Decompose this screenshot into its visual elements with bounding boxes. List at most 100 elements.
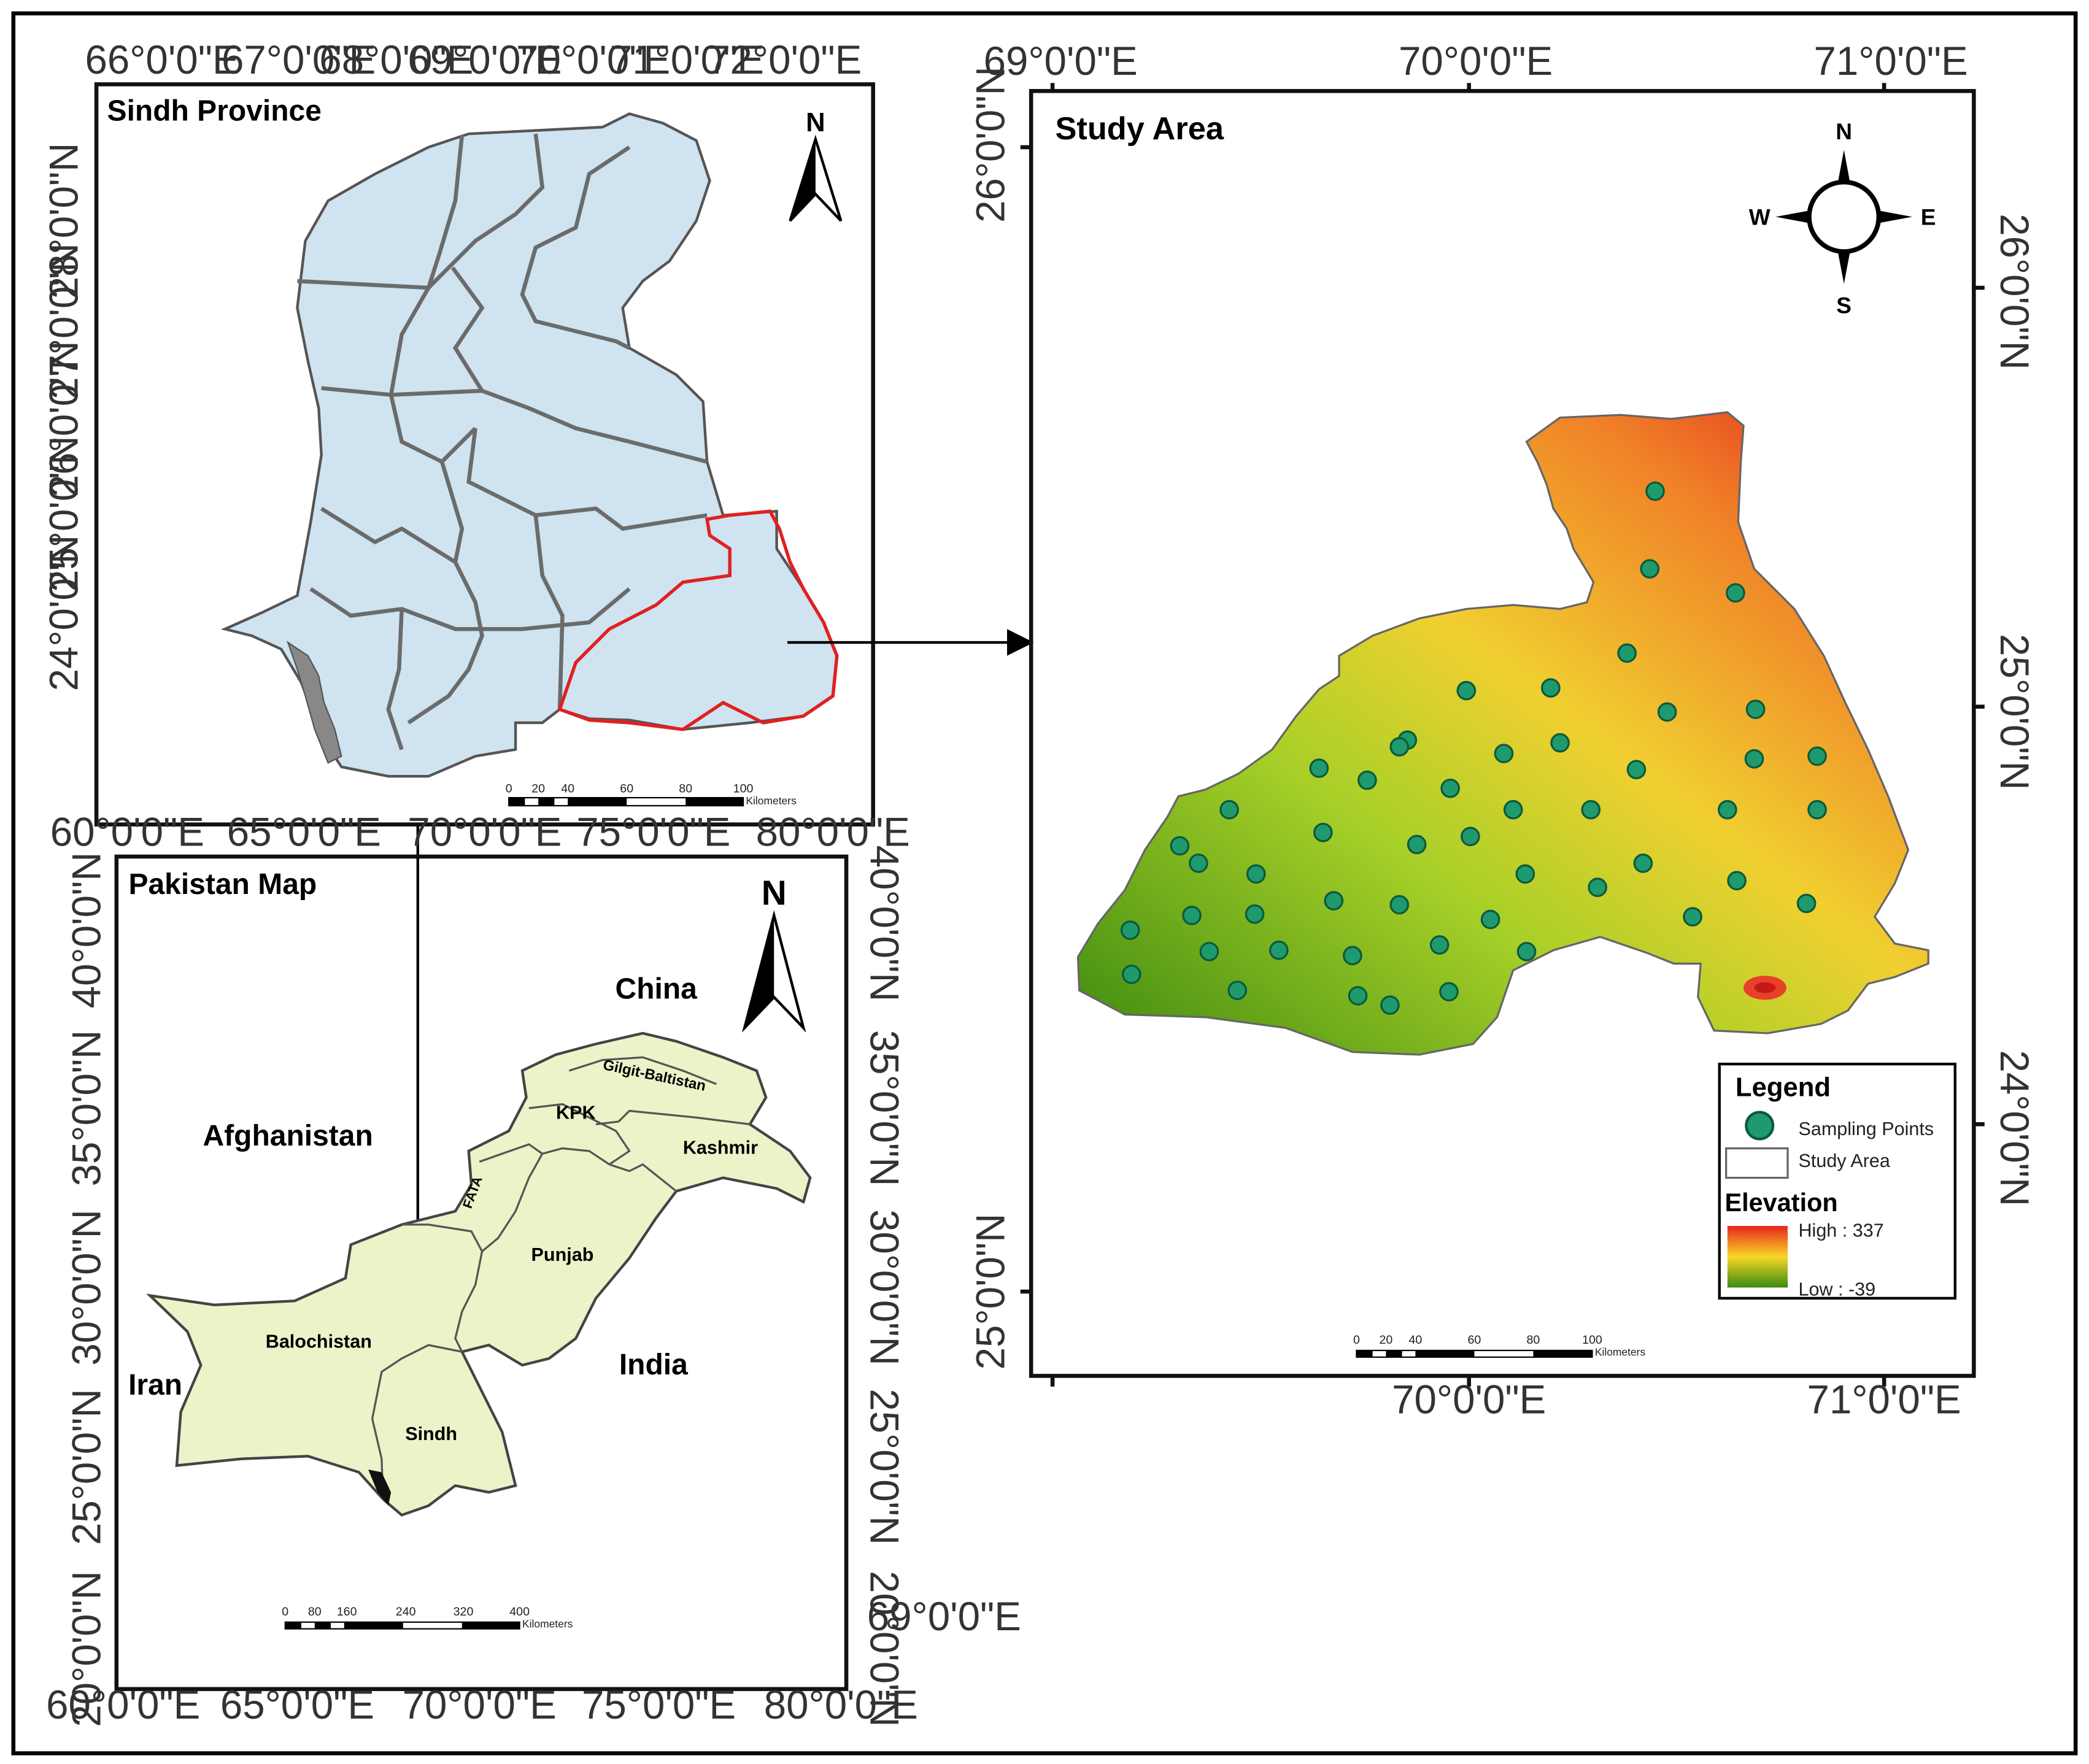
sindh-north-arrow: N: [789, 108, 843, 222]
label-balochistan: Balochistan: [266, 1331, 372, 1352]
legend-elevation-title: Elevation: [1724, 1188, 1837, 1217]
pakistan-top-tick: 70°0'0"E: [407, 810, 562, 855]
sampling-point: [1348, 986, 1368, 1006]
sindh-left-tick: 24°0'0"N: [42, 535, 87, 691]
pakistan-scale-bar: 0 80 160 240 320 400 Kilometers: [282, 1605, 573, 1630]
sampling-point: [1389, 737, 1410, 757]
legend-study-symbol: [1725, 1147, 1789, 1179]
sampling-point: [1494, 744, 1514, 763]
sampling-point: [1343, 946, 1362, 966]
study-top-ticks: 69°0'0"E 70°0'0"E 71°0'0"E: [984, 39, 1968, 83]
sindh-top-tick: 66°0'0"E: [85, 37, 239, 82]
label-china: China: [616, 973, 698, 1005]
pakistan-top-tick: 65°0'0"E: [227, 810, 381, 855]
study-scale-label: 100: [1582, 1333, 1602, 1347]
compass-icon: [1775, 150, 1912, 284]
province-boundaries: [371, 1056, 751, 1500]
pakistan-scale-unit: Kilometers: [522, 1618, 573, 1630]
pakistan-left-tick: 35°0'0"N: [64, 1030, 109, 1187]
pakistan-north-arrow: N: [741, 874, 806, 1033]
pakistan-bottom-tick: 75°0'0"E: [582, 1682, 736, 1727]
study-top-tick: 69°0'0"E: [984, 39, 1138, 83]
sampling-point: [1796, 893, 1817, 914]
label-iran: Iran: [128, 1369, 182, 1401]
sampling-point: [1120, 920, 1140, 940]
sindh-scale-bar: 0 20 40 60 80 100 Kilometers: [506, 782, 797, 807]
pakistan-bottom-tick: 70°0'0"E: [403, 1682, 557, 1727]
pakistan-right-tick: 30°0'0"N: [862, 1209, 906, 1366]
label-punjab: Punjab: [531, 1244, 594, 1265]
sindh-top-tick: 71°0'0"E: [610, 37, 764, 82]
label-kashmir: Kashmir: [683, 1137, 758, 1158]
pakistan-scale-label: 0: [282, 1605, 288, 1619]
pakistan-top-tick: 60°0'0"E: [50, 810, 204, 855]
pakistan-bottom-ticks: 60°0'0"E 65°0'0"E 70°0'0"E 75°0'0"E 80°0…: [46, 1682, 918, 1727]
sindh-top-ticks: 66°0'0"E 67°0'0"E 68°0'0"E 69°0'0"E 70°0…: [85, 37, 862, 82]
sindh-panel-frame: [94, 82, 875, 826]
pakistan-scale-label: 160: [337, 1605, 357, 1619]
sampling-point: [1744, 749, 1764, 769]
study-bottom-tick: 71°0'0"E: [1807, 1377, 1961, 1422]
pakistan-right-tick: 20°0'0"N: [862, 1571, 906, 1727]
sampling-point: [1440, 778, 1460, 798]
sampling-point: [1550, 733, 1570, 753]
study-scale-label: 40: [1409, 1333, 1423, 1347]
pakistan-scale-label: 240: [396, 1605, 416, 1619]
legend: Legend Sampling Points Study Area Elevat…: [1718, 1062, 1956, 1300]
sampling-point: [1807, 746, 1827, 766]
sampling-point: [1245, 904, 1265, 924]
pakistan-top-ticks: 60°0'0"E 65°0'0"E 70°0'0"E 75°0'0"E 80°0…: [50, 810, 910, 855]
sindh-district-lines: [297, 133, 708, 750]
study-scale-unit: Kilometers: [1595, 1346, 1646, 1358]
sampling-point: [1429, 935, 1450, 955]
sindh-scale-label: 60: [620, 782, 633, 795]
study-top-tick: 71°0'0"E: [1813, 39, 1967, 83]
compass-w: W: [1749, 204, 1770, 229]
study-scale-label: 80: [1527, 1333, 1540, 1347]
study-right-tick: 26°0'0"N: [1992, 214, 2037, 370]
sampling-point: [1718, 799, 1737, 820]
sampling-point: [1170, 836, 1190, 856]
study-panel: Study Area 69°0'0"E 70°0'0"E 71°0'0"E 70…: [968, 39, 2037, 1422]
sampling-point: [1516, 942, 1537, 961]
sampling-point: [1540, 678, 1561, 698]
study-panel-frame: [1029, 89, 1976, 1378]
sindh-top-tick: 69°0'0"E: [407, 37, 562, 82]
pakistan-panel-frame: [114, 854, 849, 1692]
sampling-point: [1407, 834, 1427, 855]
sindh-top-tick: 67°0'0"E: [222, 37, 376, 82]
sampling-point: [1503, 799, 1523, 820]
pakistan-top-tick: 80°0'0"E: [756, 810, 910, 855]
study-right-tick: 24°0'0"N: [1992, 1050, 2037, 1207]
sindh-scale-label: 100: [733, 782, 754, 795]
sampling-point: [1357, 770, 1377, 790]
study-scale-label: 20: [1379, 1333, 1392, 1347]
pakistan-left-tick: 20°0'0"N: [64, 1571, 109, 1727]
pakistan-scale-label: 400: [509, 1605, 530, 1619]
sampling-point: [1581, 799, 1601, 820]
sindh-panel-title: Sindh Province: [107, 94, 322, 127]
sindh-scale-unit: Kilometers: [746, 795, 797, 807]
sampling-point: [1380, 995, 1400, 1015]
pakistan-coast-detail: [368, 1469, 392, 1506]
pakistan-north-label: N: [762, 874, 787, 913]
pakistan-right-tick: 25°0'0"N: [862, 1388, 906, 1545]
sindh-scale-label: 40: [561, 782, 574, 795]
sampling-point: [1189, 853, 1208, 873]
sindh-left-ticks: 28°0'0"N 27°0'0"N 26°0'0"N 25°0'0"N 24°0…: [42, 143, 87, 691]
pakistan-left-ticks: 40°0'0"N 35°0'0"N 30°0'0"N 25°0'0"N 20°0…: [64, 852, 109, 1727]
indus-delta: [287, 641, 342, 764]
sampling-point: [1456, 680, 1477, 701]
sindh-top-tick: 72°0'0"E: [708, 37, 862, 82]
study-left-tick: 25°0'0"N: [968, 1214, 1013, 1370]
pakistan-bottom-tick: 60°0'0"E: [46, 1682, 200, 1727]
sampling-point: [1727, 871, 1747, 891]
label-afghanistan: Afghanistan: [203, 1120, 373, 1152]
label-sindh: Sindh: [405, 1423, 457, 1444]
study-left-ticks: 26°0'0"N 25°0'0"N: [968, 66, 1013, 1369]
study-right-ticks: 26°0'0"N 25°0'0"N 24°0'0"N: [1992, 214, 2037, 1206]
study-right-tick: 25°0'0"N: [1992, 634, 2037, 790]
sampling-point: [1309, 758, 1329, 778]
elevation-raster: [1076, 411, 1929, 1056]
pakistan-bottom-tick: 65°0'0"E: [220, 1682, 374, 1727]
